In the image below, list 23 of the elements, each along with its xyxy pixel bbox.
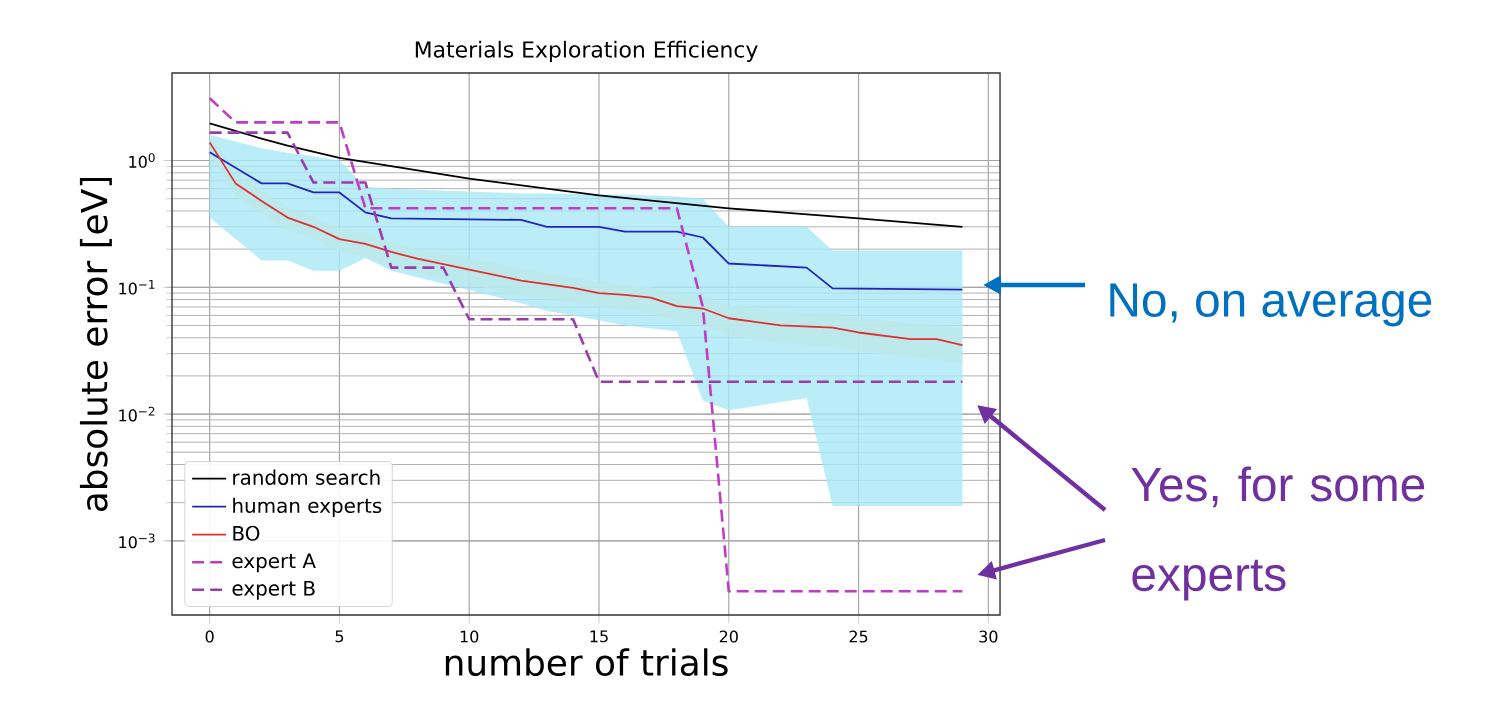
line-series bbox=[208, 122, 964, 228]
legend-label: human experts bbox=[233, 497, 382, 517]
y-axis-title: absolute error [eV] bbox=[79, 177, 112, 512]
x-tick-label: 5 bbox=[335, 630, 344, 643]
line-series bbox=[208, 151, 964, 291]
text: Yes, for some experts bbox=[1131, 466, 1425, 601]
chart-title: Materials Exploration Efficiency bbox=[415, 40, 758, 63]
y-tick-label: 10$^{−2}$ bbox=[119, 406, 155, 422]
x-axis-title: number of trials bbox=[445, 648, 728, 677]
x-tick-label: 10 bbox=[460, 630, 479, 643]
legend-label: random search bbox=[233, 469, 380, 485]
y-tick-label: 10$^{−3}$ bbox=[119, 533, 155, 549]
y-tick-label: 10$^{0}$ bbox=[129, 153, 155, 168]
text: No, on average bbox=[1110, 283, 1432, 327]
x-tick-label: 25 bbox=[849, 630, 868, 643]
x-tick-label: 0 bbox=[205, 630, 214, 643]
x-tick-label: 15 bbox=[590, 630, 608, 643]
x-tick-label: 20 bbox=[719, 630, 738, 643]
legend-label: expert A bbox=[232, 553, 316, 573]
y-tick-label: 10$^{−1}$ bbox=[119, 280, 155, 295]
legend-label: expert B bbox=[232, 580, 315, 600]
x-tick-label: 30 bbox=[979, 630, 998, 643]
legend-label: BO bbox=[233, 525, 260, 541]
